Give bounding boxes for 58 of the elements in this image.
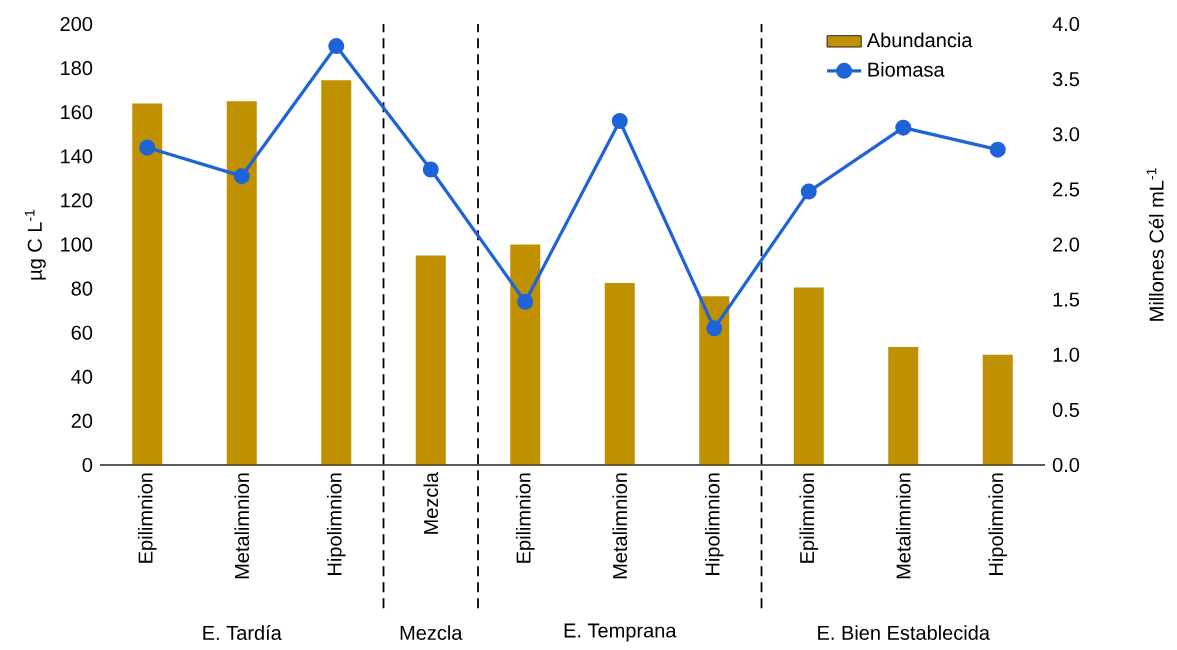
y-tick-label: 120 <box>61 193 93 208</box>
legend-label: Abundancia <box>866 32 973 48</box>
y-tick-label: 40 <box>71 369 93 384</box>
y-tick-label: 80 <box>71 281 93 296</box>
bar <box>510 244 541 465</box>
point <box>517 293 534 310</box>
text: E. Bien Establecida <box>818 625 990 640</box>
y2-tick-label: 3.5 <box>1052 72 1080 87</box>
y-tick-label: 0 <box>82 457 93 473</box>
x-tick-label: Metalimnion <box>612 473 628 579</box>
bar <box>888 347 919 465</box>
y2-tick-label: 1.5 <box>1053 292 1080 307</box>
point <box>139 139 156 156</box>
bar <box>699 296 730 465</box>
x-tick-label: Mezcla <box>423 472 439 534</box>
y-tick-label: 140 <box>61 149 93 164</box>
text: Mezcla <box>400 625 463 640</box>
x-tick-label: Hipolimnion <box>704 473 724 575</box>
y2-tick-label: 4.0 <box>1052 16 1080 32</box>
point <box>989 141 1006 158</box>
bar <box>132 103 163 465</box>
y2-tick-label: 0.5 <box>1052 402 1080 417</box>
x-tick-label: Epilimnion <box>515 473 535 563</box>
bar <box>321 80 352 465</box>
point <box>422 161 439 178</box>
x-tick-label: Hipolimnion <box>326 473 346 575</box>
y-tick-label: 60 <box>71 325 93 340</box>
point <box>233 168 250 185</box>
point <box>895 119 912 136</box>
x-tick-label: Metalimnion <box>234 473 250 579</box>
y2-tick-label: 2.5 <box>1053 182 1080 197</box>
y2-tick-label: 2.0 <box>1053 237 1080 252</box>
y-tick-label: 160 <box>61 105 93 120</box>
y2-tick-label: 3.0 <box>1052 127 1080 142</box>
x-tick-label: Epilimnion <box>799 473 819 563</box>
bar <box>982 354 1013 465</box>
bar <box>604 283 635 465</box>
y2-tick-label: 0.0 <box>1052 457 1080 473</box>
point <box>328 38 345 55</box>
y-axis-title: µg C L$^{-1}$ <box>24 209 46 280</box>
bar <box>793 287 824 465</box>
x-tick-label: Hipolimnion <box>988 473 1008 575</box>
text: E. Tardía <box>203 625 282 641</box>
y2-tick-label: 1.0 <box>1053 347 1080 362</box>
y-tick-label: 100 <box>61 237 93 252</box>
text: E. Temprana <box>564 623 677 642</box>
y2-axis-title: Millones Cél mL$^{-1}$ <box>1146 168 1164 321</box>
x-tick-label: Metalimnion <box>895 473 911 579</box>
y-tick-label: 200 <box>60 16 93 32</box>
y-tick-label: 180 <box>61 61 93 76</box>
bar <box>226 101 257 465</box>
point <box>706 320 723 337</box>
point <box>800 183 817 200</box>
point <box>611 113 628 130</box>
legend-label: Biomasa <box>868 62 945 77</box>
y-tick-label: 20 <box>71 413 93 428</box>
bar <box>415 255 446 465</box>
x-tick-label: Epilimnion <box>137 473 157 563</box>
